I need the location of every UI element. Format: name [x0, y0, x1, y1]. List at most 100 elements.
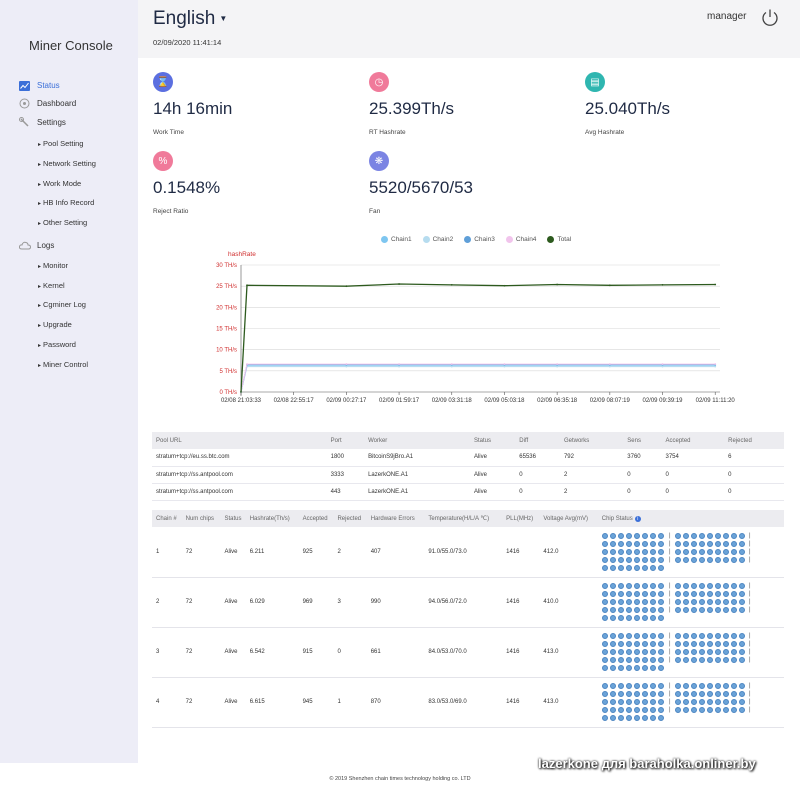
chain-cell: 1416: [502, 577, 540, 628]
nav-kernel[interactable]: Kernel: [38, 281, 65, 290]
nav-work-mode[interactable]: Work Mode: [38, 179, 81, 188]
chip-ok-icon: [617, 564, 624, 571]
pool-header-row: Pool URL Port Worker Status Diff Getworks Sens…: [152, 432, 784, 449]
legend-chain1[interactable]: Chain1: [381, 236, 412, 243]
nav-pool-setting[interactable]: Pool Setting: [38, 139, 83, 148]
chip-ok-icon: [617, 556, 624, 563]
table-row: stratum+tcp://eu.ss.btc.com 1800 BitcoinS9…: [152, 449, 784, 467]
chip-ok-icon: [641, 607, 648, 613]
chip-ok-icon: [706, 583, 713, 589]
info-icon[interactable]: i: [634, 515, 641, 522]
pool-cell: 792: [559, 449, 624, 467]
chip-separator: |: [748, 657, 751, 663]
chip-ok-icon: [698, 683, 705, 689]
chain-cell: 72: [181, 577, 221, 628]
chain-cell: 1416: [502, 677, 540, 728]
chip-ok-icon: [601, 665, 608, 671]
chip-ok-icon: [714, 532, 721, 539]
legend-chain2[interactable]: Chain2: [422, 236, 453, 243]
chip-ok-icon: [633, 556, 640, 563]
x-tick-label: 02/09 01:59:17: [379, 398, 420, 404]
footer: © 2019 Shenzhen chain times technology h…: [329, 776, 471, 782]
chip-ok-icon: [682, 591, 689, 597]
stat-value: 14h 16min: [153, 99, 233, 118]
nav-password[interactable]: Password: [38, 340, 76, 349]
chip-ok-icon: [649, 540, 656, 547]
chain-cell: Alive: [220, 577, 246, 628]
chip-ok-icon: [682, 699, 689, 705]
data-point: [503, 284, 506, 287]
pool-cell: stratum+tcp://ss.antpool.com: [152, 466, 327, 484]
chip-separator: |: [748, 607, 751, 613]
chip-ok-icon: [722, 583, 729, 589]
chip-ok-icon: [722, 691, 729, 697]
language-selector[interactable]: English ▼: [153, 8, 227, 30]
chip-ok-icon: [617, 591, 624, 597]
stat-value: 5520/5670/53: [369, 178, 473, 197]
chip-ok-icon: [617, 657, 624, 663]
chip-ok-icon: [617, 548, 624, 555]
chip-ok-icon: [617, 633, 624, 639]
nav-hb-info-record[interactable]: HB Info Record: [38, 198, 94, 207]
chip-ok-icon: [641, 649, 648, 655]
chip-ok-icon: [674, 540, 681, 547]
chip-ok-icon: [706, 633, 713, 639]
chip-ok-icon: [698, 599, 705, 605]
nav-logs[interactable]: Logs: [18, 240, 54, 251]
pool-cell: 1800: [326, 449, 365, 467]
pool-column-header: Getworks: [559, 432, 624, 449]
chip-ok-icon: [674, 683, 681, 689]
chip-ok-icon: [617, 665, 624, 671]
nav-cgminer-log[interactable]: Cgminer Log: [38, 300, 86, 309]
nav-network-setting[interactable]: Network Setting: [38, 159, 96, 168]
legend-chain3[interactable]: Chain3: [464, 236, 495, 243]
chain-cell: 4: [152, 677, 182, 728]
pool-column-header: Sens: [623, 432, 662, 449]
chip-ok-icon: [625, 699, 632, 705]
chain-cell: 1: [333, 677, 367, 728]
chip-ok-icon: [601, 657, 608, 663]
data-point: [661, 283, 664, 286]
nav-monitor[interactable]: Monitor: [38, 261, 68, 270]
chip-ok-icon: [730, 548, 737, 555]
nav-settings[interactable]: Settings: [18, 117, 66, 128]
chip-ok-icon: [690, 556, 697, 563]
data-point: [503, 365, 506, 368]
chip-ok-icon: [690, 548, 697, 555]
chip-ok-icon: [609, 691, 616, 697]
chip-ok-icon: [714, 607, 721, 613]
chip-separator: |: [668, 699, 671, 705]
chip-ok-icon: [601, 591, 608, 597]
legend-total[interactable]: Total: [547, 236, 571, 243]
chain-cell: Alive: [220, 677, 246, 728]
power-icon[interactable]: [761, 8, 779, 26]
chip-ok-icon: [617, 715, 624, 721]
chip-ok-icon: [609, 532, 616, 539]
watermark: lazerkone для baraholka.onliner.by: [538, 756, 756, 771]
user-name[interactable]: manager: [707, 11, 747, 22]
nav-miner-control[interactable]: Miner Control: [38, 360, 88, 369]
data-point: [450, 283, 453, 286]
nav-upgrade[interactable]: Upgrade: [38, 320, 72, 329]
nav-other-setting[interactable]: Other Setting: [38, 218, 87, 227]
pool-cell: Alive: [469, 483, 516, 501]
data-point: [398, 283, 400, 285]
chain-column-header: Status: [220, 510, 246, 527]
chip-ok-icon: [609, 599, 616, 605]
chip-ok-icon: [706, 607, 713, 613]
chip-ok-icon: [738, 583, 745, 589]
chip-ok-icon: [690, 683, 697, 689]
data-point: [714, 283, 717, 286]
chip-ok-icon: [714, 548, 721, 555]
chip-separator: |: [668, 591, 671, 597]
nav-dashboard[interactable]: Dashboard: [18, 98, 76, 109]
chain-column-header: Chip Status i: [597, 510, 784, 527]
chip-ok-icon: [738, 683, 745, 689]
legend-chain4[interactable]: Chain4: [505, 236, 536, 243]
chip-ok-icon: [657, 665, 664, 671]
chain-cell: 3: [333, 577, 367, 628]
chip-separator: |: [668, 683, 671, 689]
chain-cell: 91.0/55.0/73.0: [424, 527, 503, 578]
nav-status[interactable]: Status: [18, 80, 60, 91]
chip-ok-icon: [633, 583, 640, 589]
